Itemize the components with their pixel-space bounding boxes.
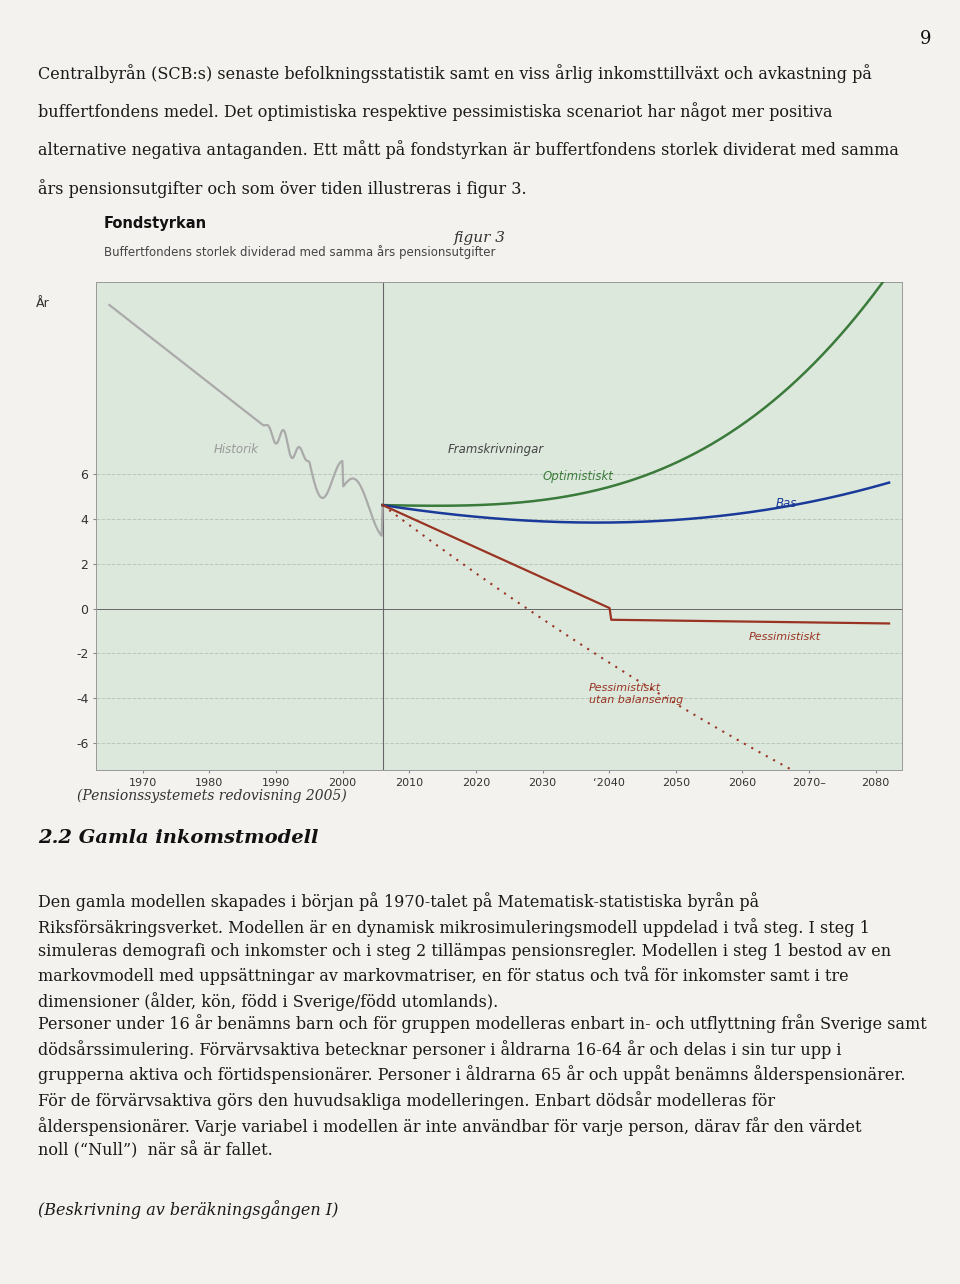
Text: 2.2 Gamla inkomstmodell: 2.2 Gamla inkomstmodell: [38, 829, 319, 847]
Text: figur 3: figur 3: [454, 231, 506, 244]
Text: År: År: [36, 297, 49, 311]
Text: 9: 9: [920, 30, 931, 48]
Text: Historik: Historik: [213, 443, 258, 456]
Text: Pessimistiskt
utan balansering: Pessimistiskt utan balansering: [589, 683, 684, 705]
Text: buffertfondens medel. Det optimistiska respektive pessimistiska scenariot har nå: buffertfondens medel. Det optimistiska r…: [38, 103, 833, 121]
Text: Den gamla modellen skapades i början på 1970-talet på Matematisk-statistiska byr: Den gamla modellen skapades i början på …: [38, 892, 892, 1011]
Text: Centralbyrån (SCB:s) senaste befolkningsstatistik samt en viss årlig inkomsttill: Centralbyrån (SCB:s) senaste befolknings…: [38, 64, 873, 83]
Text: (Pensionssystemets redovisning 2005): (Pensionssystemets redovisning 2005): [77, 788, 347, 804]
Text: Personer under 16 år benämns barn och för gruppen modelleras enbart in- och utfl: Personer under 16 år benämns barn och fö…: [38, 1014, 927, 1159]
Text: års pensionsutgifter och som över tiden illustreras i figur 3.: års pensionsutgifter och som över tiden …: [38, 178, 527, 198]
Text: alternative negativa antaganden. Ett mått på fondstyrkan är buffertfondens storl: alternative negativa antaganden. Ett måt…: [38, 140, 900, 159]
Text: Pessimistiskt: Pessimistiskt: [749, 632, 821, 642]
Text: Bas: Bas: [776, 497, 797, 510]
Text: (Beskrivning av beräkningsgången I): (Beskrivning av beräkningsgången I): [38, 1201, 339, 1220]
Text: Fondstyrkan: Fondstyrkan: [104, 216, 207, 231]
Text: Buffertfondens storlek dividerad med samma års pensionsutgifter: Buffertfondens storlek dividerad med sam…: [104, 245, 495, 259]
Text: Framskrivningar: Framskrivningar: [447, 443, 544, 456]
Text: Optimistiskt: Optimistiskt: [542, 470, 613, 483]
